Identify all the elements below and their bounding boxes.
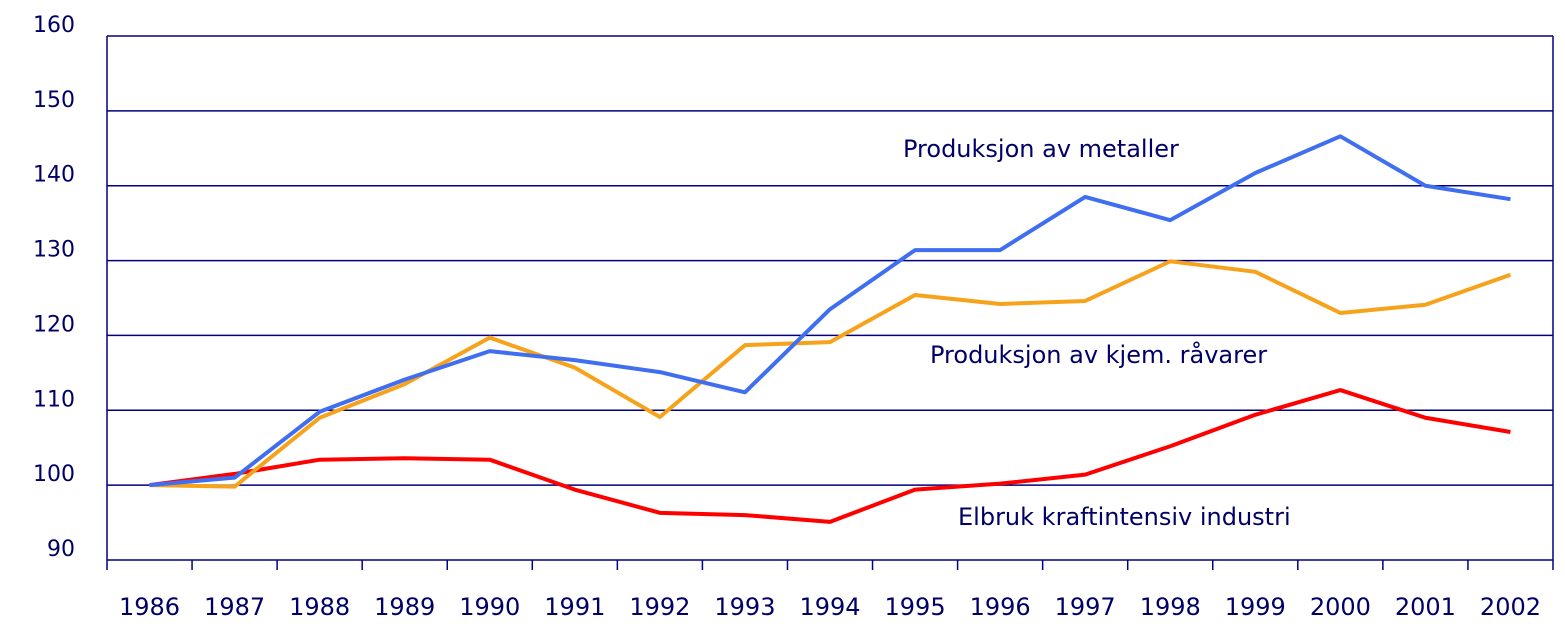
y-tick-label: 100: [33, 462, 75, 487]
x-tick-label: 1998: [1140, 593, 1201, 621]
series-label: Produksjon av kjem. råvarer: [930, 340, 1267, 369]
x-tick-label: 1986: [119, 593, 180, 621]
y-tick-label: 160: [33, 13, 75, 38]
x-tick-label: 1997: [1055, 593, 1116, 621]
series-line: [149, 259, 1512, 489]
y-tick-label: 110: [33, 387, 75, 412]
x-tick-label: 1988: [289, 593, 350, 621]
y-tick-label: 140: [33, 163, 75, 188]
y-tick-label: 90: [47, 537, 75, 562]
x-tick-label: 1991: [544, 593, 605, 621]
x-tick-label: 1987: [204, 593, 265, 621]
x-tick-label: 1999: [1225, 593, 1286, 621]
x-tick-label: 1989: [374, 593, 435, 621]
x-tick-label: 1995: [885, 593, 946, 621]
series-label: Produksjon av metaller: [903, 135, 1179, 163]
y-tick-label: 120: [33, 312, 75, 337]
x-tick-label: 1994: [799, 593, 860, 621]
series-line: [149, 388, 1511, 524]
series-line: [149, 134, 1511, 488]
x-tick-label: 1992: [629, 593, 690, 621]
series-label: Elbruk kraftintensiv industri: [958, 503, 1291, 531]
x-tick-label: 2000: [1310, 593, 1371, 621]
x-tick-label: 1993: [714, 593, 775, 621]
x-tick-label: 2001: [1395, 593, 1456, 621]
x-tick-label: 2002: [1480, 593, 1541, 621]
x-tick-label: 1996: [970, 593, 1031, 621]
y-tick-label: 150: [33, 88, 75, 113]
y-tick-label: 130: [33, 238, 75, 263]
x-tick-label: 1990: [459, 593, 520, 621]
